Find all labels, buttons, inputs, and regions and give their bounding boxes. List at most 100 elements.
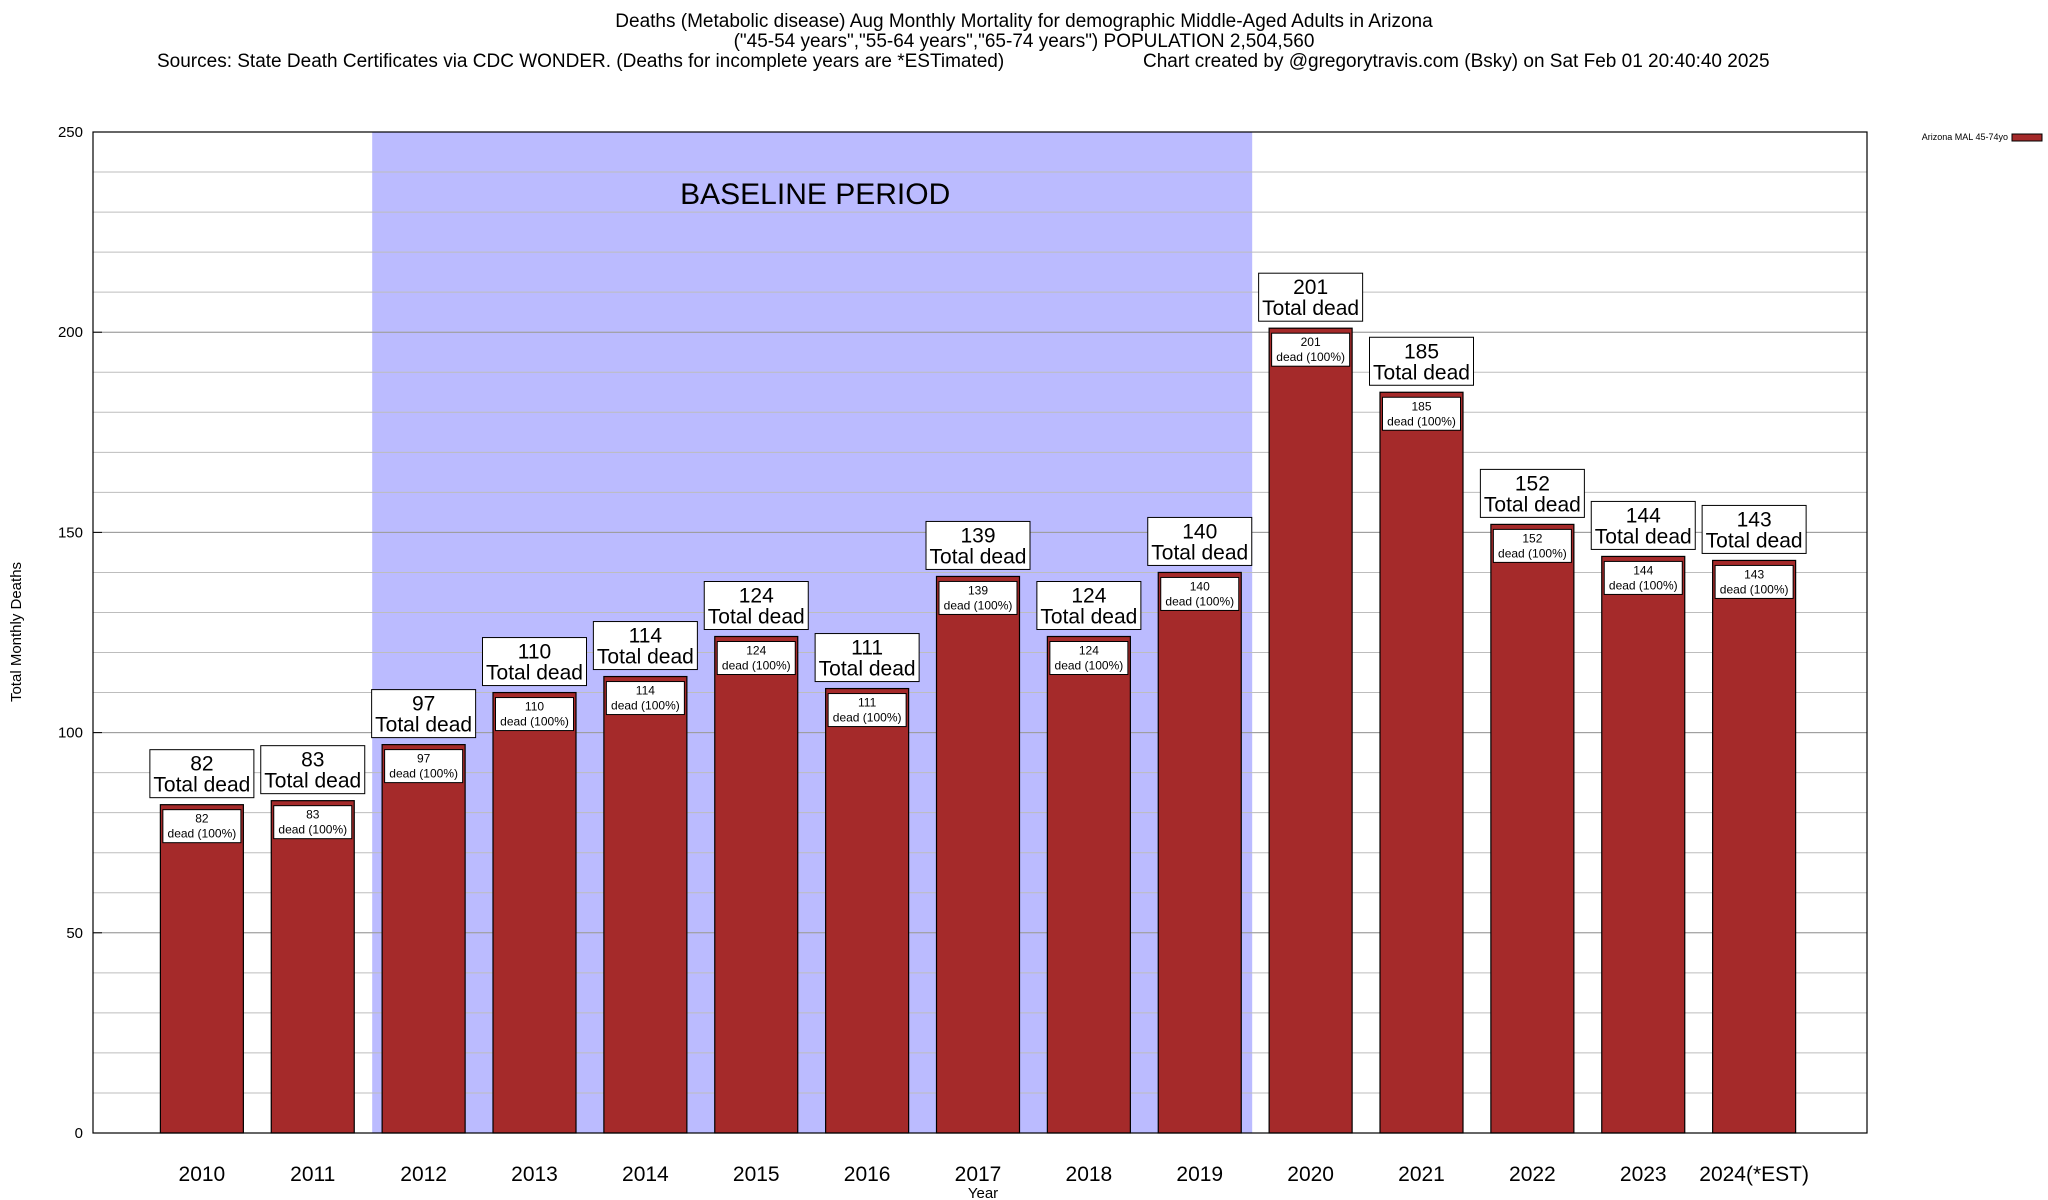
bar-2012: [381, 744, 466, 1134]
bar-2011: [270, 800, 355, 1134]
bar-2010: [159, 804, 244, 1134]
inner-percent-label: dead (100%): [500, 715, 569, 729]
top-total-label: Total dead: [597, 646, 694, 669]
bar-2020: [1268, 327, 1353, 1134]
top-label-box: [703, 581, 809, 631]
inner-percent-label: dead (100%): [1498, 546, 1567, 560]
x-tick-label: 2011: [290, 1163, 335, 1186]
chart-title: Deaths (Metabolic disease) Aug Monthly M…: [615, 11, 1433, 32]
x-axis-title: Year: [968, 1185, 998, 1200]
inner-label-box: [1714, 564, 1794, 599]
inner-percent-label: dead (100%): [944, 598, 1013, 612]
x-tick-label: 2023: [1620, 1163, 1667, 1186]
bar-2019: [1157, 571, 1242, 1134]
top-value-label: 140: [1182, 520, 1217, 543]
top-value-label: 110: [518, 641, 551, 664]
top-label-box: [482, 637, 587, 687]
x-tick-label: 2024(*EST): [1699, 1163, 1809, 1186]
inner-percent-label: dead (100%): [1720, 582, 1789, 596]
top-label-box: [1590, 500, 1696, 550]
inner-label-box: [1603, 560, 1683, 595]
inner-label-box: [1271, 332, 1351, 367]
baseline-period-label: BASELINE PERIOD: [680, 178, 950, 211]
inner-label-box: [827, 693, 907, 728]
inner-value-label: 185: [1411, 399, 1431, 413]
top-label-box: [371, 689, 477, 739]
inner-value-label: 114: [636, 684, 655, 698]
top-label-box: [1258, 272, 1364, 322]
top-total-label: Total dead: [1151, 541, 1248, 564]
inner-value-label: 152: [1522, 531, 1542, 545]
x-tick-label: 2021: [1398, 1163, 1445, 1186]
inner-value-label: 144: [1633, 563, 1653, 577]
inner-percent-label: dead (100%): [611, 699, 680, 713]
x-tick-label: 2019: [1176, 1163, 1223, 1186]
top-total-label: Total dead: [264, 770, 361, 793]
top-value-label: 124: [1071, 585, 1106, 608]
y-tick-label: 0: [75, 1125, 83, 1142]
bar-2023: [1601, 555, 1686, 1134]
inner-percent-label: dead (100%): [1276, 350, 1345, 364]
x-tick-label: 2022: [1509, 1163, 1556, 1186]
top-value-label: 143: [1737, 508, 1772, 531]
top-label-box: [592, 621, 698, 671]
top-total-label: Total dead: [930, 545, 1027, 568]
top-total-label: Total dead: [375, 714, 472, 737]
top-value-label: 82: [190, 753, 213, 776]
top-label-box: [149, 749, 255, 799]
inner-label-box: [1049, 641, 1129, 676]
inner-percent-label: dead (100%): [168, 827, 237, 841]
y-tick-label: 250: [58, 124, 83, 141]
top-label-box: [1479, 468, 1585, 518]
inner-value-label: 124: [1079, 644, 1099, 658]
x-tick-label: 2015: [733, 1163, 780, 1186]
inner-label-box: [605, 681, 685, 716]
credit-text: Chart created by @gregorytravis.com (Bsk…: [1143, 51, 1770, 72]
inner-value-label: 139: [968, 583, 988, 597]
bar-2015: [714, 635, 799, 1134]
top-value-label: 97: [412, 693, 435, 716]
inner-value-label: 124: [746, 644, 766, 658]
bar-2021: [1379, 391, 1464, 1134]
inner-value-label: 110: [525, 700, 544, 714]
y-tick-label: 50: [66, 925, 83, 942]
top-label-box: [260, 745, 366, 795]
inner-label-box: [384, 749, 464, 784]
sources-text: Sources: State Death Certificates via CD…: [157, 51, 1005, 72]
top-value-label: 139: [960, 524, 995, 547]
inner-percent-label: dead (100%): [1609, 578, 1678, 592]
top-label-box: [925, 520, 1031, 570]
inner-label-box: [938, 580, 1018, 615]
y-axis-title: Total Monthly Deaths: [8, 562, 25, 702]
inner-label-box: [1492, 528, 1572, 563]
x-tick-label: 2012: [400, 1163, 447, 1186]
top-label-box: [1036, 581, 1142, 631]
top-label-box: [1147, 516, 1253, 566]
top-label-box: [1369, 336, 1474, 386]
top-total-label: Total dead: [153, 774, 250, 797]
inner-label-box: [716, 641, 796, 676]
top-total-label: Total dead: [1262, 297, 1359, 320]
top-value-label: 111: [851, 637, 883, 660]
x-tick-label: 2014: [622, 1163, 669, 1186]
chart-subtitle: ("45-54 years","55-64 years","65-74 year…: [733, 31, 1315, 52]
top-value-label: 83: [301, 749, 324, 772]
inner-percent-label: dead (100%): [1165, 594, 1234, 608]
top-value-label: 114: [629, 625, 663, 648]
inner-value-label: 140: [1190, 579, 1210, 593]
inner-percent-label: dead (100%): [1055, 659, 1124, 673]
top-value-label: 124: [739, 585, 774, 608]
chart-title-block: Deaths (Metabolic disease) Aug Monthly M…: [0, 12, 2048, 52]
inner-value-label: 111: [858, 696, 877, 710]
inner-label-box: [273, 805, 353, 840]
inner-value-label: 82: [195, 812, 209, 826]
top-value-label: 201: [1293, 276, 1328, 299]
x-tick-label: 2010: [179, 1163, 226, 1186]
inner-label-box: [1160, 576, 1240, 611]
plot-frame: [92, 131, 1868, 1134]
top-value-label: 185: [1404, 340, 1439, 363]
inner-percent-label: dead (100%): [1387, 414, 1456, 428]
top-total-label: Total dead: [1706, 529, 1803, 552]
inner-percent-label: dead (100%): [833, 711, 902, 725]
